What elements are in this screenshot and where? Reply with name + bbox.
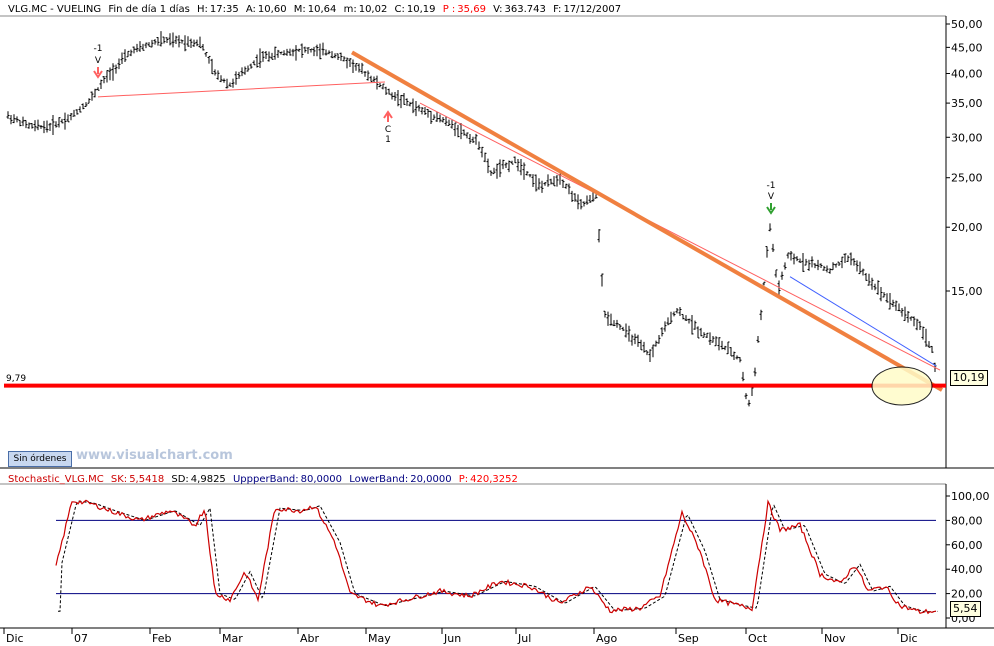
price-tick-label: 15,00 — [951, 285, 983, 298]
support-label: 9,79 — [6, 374, 26, 384]
indicator-tick-label: 80,00 — [951, 514, 983, 527]
open-label: A: — [246, 4, 256, 15]
sd-value: 4,9825 — [191, 474, 226, 485]
trend-lines — [4, 50, 946, 392]
low-value: 10,02 — [359, 4, 388, 15]
upper-band-value: 80,0000 — [301, 474, 342, 485]
buy-signal-top: C — [385, 125, 391, 135]
date-value: 17/12/2007 — [563, 4, 621, 15]
trendline-thin-red-1 — [97, 81, 386, 98]
month-label: Nov — [824, 632, 846, 645]
svg-text:Stochastic_VLG.MC SK:5,541: Stochastic_VLG.MC SK: 5,5418 SD: 4,9825 Up… — [8, 474, 518, 485]
low-label: m: — [344, 4, 357, 15]
month-label: Feb — [152, 632, 171, 645]
sk-value: 5,5418 — [129, 474, 164, 485]
svg-text:VLG.MC - VUELING Fin de dí: VLG.MC - VUELING Fin de día 1 días H: 17:… — [8, 3, 621, 15]
price-tick-label: 25,00 — [951, 172, 983, 185]
trendline-thin-red-2 — [419, 102, 941, 371]
sell-signal-2: -1 V — [766, 181, 776, 215]
month-label: Jul — [517, 632, 531, 645]
buy-signal-bottom: 1 — [385, 135, 391, 145]
up-arrow-icon — [383, 110, 393, 122]
buy-signal: C 1 — [383, 110, 393, 145]
month-label: 07 — [74, 632, 88, 645]
indicator-tick-label: 40,00 — [951, 563, 983, 576]
price-tick-label: 30,00 — [951, 131, 983, 144]
timeframe: Fin de día 1 días — [108, 3, 189, 15]
stochastic-lines — [55, 499, 939, 615]
symbol-name: VLG.MC - VUELING — [8, 4, 101, 15]
sk-label: SK: — [111, 474, 127, 485]
sell-signal-1-top: -1 — [94, 44, 103, 54]
sell-signal-1-bottom: V — [95, 56, 102, 66]
open-value: 10,60 — [258, 4, 287, 15]
indicator-tick-label: 20,00 — [951, 588, 983, 601]
p-label: P : — [443, 4, 456, 15]
trendline-thin-blue — [789, 276, 937, 367]
month-label: Abr — [300, 632, 320, 645]
indicator-tick-label: 100,00 — [951, 490, 990, 503]
lower-band-label: LowerBand: — [349, 474, 408, 485]
target-ellipse — [871, 366, 933, 406]
month-label: Jun — [443, 632, 461, 645]
stochastic-sk-line — [55, 499, 937, 615]
high-label: M: — [294, 4, 306, 15]
month-label: Sep — [678, 632, 699, 645]
price-tick-label: 40,00 — [951, 67, 983, 80]
lower-band-value: 20,0000 — [410, 474, 451, 485]
price-axis: 50,00 45,00 40,00 35,00 30,00 25,00 20,00 15,00 — [946, 18, 983, 298]
sell-signal-1: -1 V — [93, 44, 103, 79]
indicator-tick-label: 60,00 — [951, 539, 983, 552]
price-tick-label: 45,00 — [951, 41, 983, 54]
month-label: Ago — [596, 632, 618, 645]
price-tick-label: 20,00 — [951, 221, 983, 234]
last-price-box: 10,19 — [950, 370, 988, 386]
price-bars — [6, 31, 937, 407]
hour-label: H: — [197, 4, 208, 15]
month-label: Dic — [900, 632, 918, 645]
close-value: 10,19 — [407, 4, 436, 15]
month-label: Oct — [748, 632, 768, 645]
hour-value: 17:35 — [210, 4, 239, 15]
close-label: C: — [395, 4, 405, 15]
down-arrow-icon — [766, 203, 776, 215]
price-tick-label: 35,00 — [951, 97, 983, 110]
stochastic-sd-line — [58, 500, 939, 613]
p-value: 35,69 — [457, 4, 486, 15]
watermark: www.visualchart.com — [76, 448, 233, 463]
time-axis: Dic 07 Feb Mar Abr May Jun Jul Ago Sep Oct Nov Dic — [3, 628, 918, 645]
price-tick-label: 50,00 — [951, 18, 983, 31]
vol-value: 363.743 — [505, 4, 546, 15]
sell-signal-2-bottom: V — [768, 192, 775, 202]
indicator-p-label: P: — [459, 474, 468, 485]
sell-signal-2-top: -1 — [767, 181, 776, 191]
month-label: Dic — [6, 632, 24, 645]
indicator-name: Stochastic_VLG.MC — [8, 474, 104, 485]
high-value: 10,64 — [308, 4, 337, 15]
down-arrow-icon — [93, 67, 103, 79]
sd-label: SD: — [171, 474, 188, 485]
trendline-main — [351, 50, 943, 392]
upper-band-label: UppperBand: — [233, 474, 299, 485]
month-label: Mar — [222, 632, 243, 645]
month-label: May — [368, 632, 391, 645]
vol-label: V: — [493, 4, 502, 15]
last-indicator-box: 5,54 — [950, 601, 981, 617]
date-label: F: — [553, 4, 561, 15]
orders-button[interactable]: Sin órdenes — [8, 451, 72, 467]
indicator-p-value: 420,3252 — [470, 474, 518, 485]
